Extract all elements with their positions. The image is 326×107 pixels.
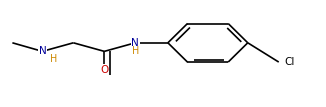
Text: O: O bbox=[100, 65, 109, 75]
Text: Cl: Cl bbox=[285, 57, 295, 67]
Text: H: H bbox=[132, 46, 140, 56]
Text: N: N bbox=[131, 38, 139, 48]
Text: H: H bbox=[50, 54, 57, 64]
Text: N: N bbox=[38, 46, 46, 56]
